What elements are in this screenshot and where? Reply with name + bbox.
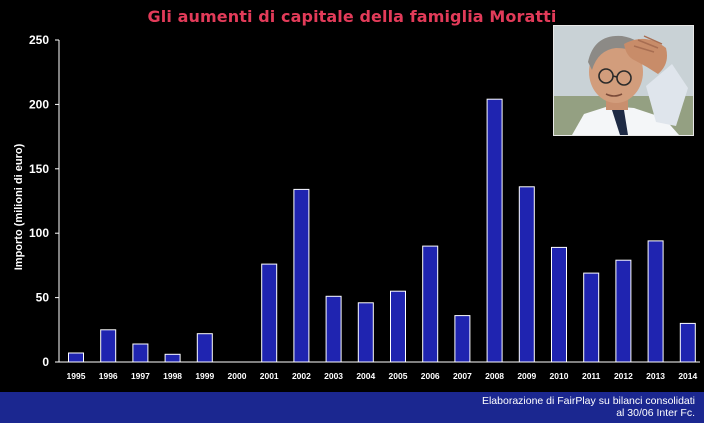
man-with-hand-on-head-photo	[554, 26, 693, 135]
x-tick-label: 2001	[260, 371, 279, 381]
y-tick-label: 50	[36, 291, 50, 305]
x-tick-label: 2011	[582, 371, 601, 381]
bar-1999	[196, 333, 213, 363]
bar-2003	[325, 295, 342, 363]
x-tick-label: 2005	[389, 371, 408, 381]
bar-2011	[583, 272, 600, 363]
y-tick-label: 0	[42, 355, 49, 369]
x-tick-label: 2010	[550, 371, 569, 381]
bar-2004	[357, 302, 374, 363]
x-tick-label: 2006	[421, 371, 440, 381]
chart-title: Gli aumenti di capitale della famiglia M…	[147, 7, 557, 26]
x-tick-label: 2014	[678, 371, 697, 381]
bar-chart: 0 50 100 150 200 250 1995 1996 1997 1998 1999 2000…	[13, 33, 700, 381]
x-tick-label: 1996	[99, 371, 118, 381]
y-tick-label: 200	[29, 97, 49, 111]
portrait-photo	[553, 25, 694, 136]
footer-band: Elaborazione di FairPlay su bilanci cons…	[0, 392, 704, 423]
x-tick-label: 2007	[453, 371, 472, 381]
bar-2006	[422, 245, 439, 363]
bars	[68, 98, 696, 363]
bar-2013	[647, 240, 664, 363]
x-tick-label: 2008	[485, 371, 504, 381]
x-tick-label: 2000	[228, 371, 247, 381]
y-tick-label: 250	[29, 33, 49, 47]
x-tick-label: 1995	[67, 371, 86, 381]
bar-1997	[132, 343, 149, 363]
x-axis: 1995 1996 1997 1998 1999 2000 2001 2002 2003 2004…	[59, 361, 700, 381]
y-tick-label: 100	[29, 226, 49, 240]
source-note-line-1: Elaborazione di FairPlay su bilanci cons…	[481, 395, 695, 407]
x-tick-label: 2013	[646, 371, 665, 381]
bar-2002	[293, 188, 310, 363]
x-tick-label: 1999	[195, 371, 214, 381]
source-note: Elaborazione di FairPlay su bilanci cons…	[482, 395, 695, 419]
source-note-line-2: al 30/06 Inter Fc.	[616, 407, 695, 419]
bar-2005	[390, 290, 406, 363]
x-tick-label: 1998	[163, 371, 182, 381]
y-tick-label: 150	[29, 162, 49, 176]
bar-1995	[68, 352, 84, 363]
bar-2001	[261, 263, 278, 363]
x-tick-label: 2009	[517, 371, 536, 381]
bar-2010	[551, 246, 567, 363]
bar-2007	[454, 315, 471, 363]
x-tick-label: 2003	[324, 371, 343, 381]
bar-2009	[518, 186, 535, 363]
x-tick-label: 2002	[292, 371, 311, 381]
bar-1996	[100, 329, 117, 363]
y-axis: 0 50 100 150 200 250	[29, 33, 60, 369]
bar-1998	[164, 353, 181, 363]
bar-2008	[486, 98, 503, 363]
x-tick-label: 2004	[356, 371, 375, 381]
x-tick-label: 2012	[614, 371, 633, 381]
x-tick-label: 1997	[131, 371, 150, 381]
y-axis-label: Importo (milioni di euro)	[13, 143, 25, 270]
bar-2012	[615, 259, 632, 363]
bar-2014	[679, 322, 696, 363]
